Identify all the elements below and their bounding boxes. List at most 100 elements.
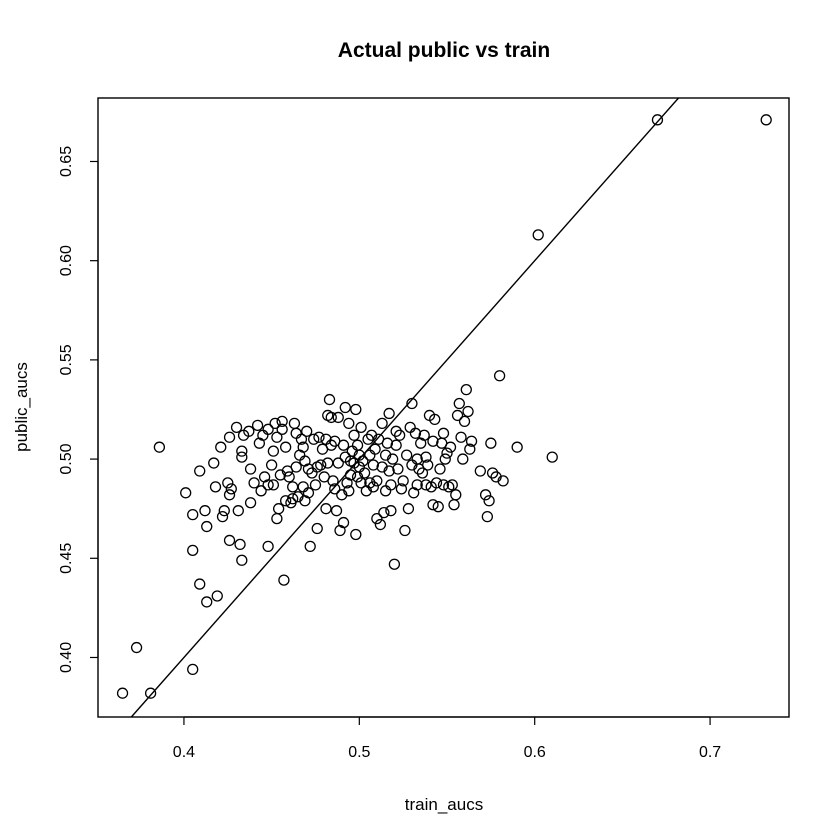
data-point xyxy=(485,437,497,449)
data-point xyxy=(272,503,285,515)
data-point xyxy=(332,411,344,424)
data-point xyxy=(267,479,280,491)
data-point xyxy=(385,505,397,517)
data-point xyxy=(208,457,220,469)
data-point xyxy=(430,477,443,489)
data-point xyxy=(144,687,157,699)
data-point xyxy=(201,596,213,608)
data-point xyxy=(271,512,283,525)
data-point xyxy=(302,487,315,499)
data-point xyxy=(320,503,332,515)
data-point xyxy=(464,443,476,455)
data-point xyxy=(411,479,423,491)
data-point xyxy=(388,558,401,570)
data-point xyxy=(330,505,343,517)
y-axis: 0.40 0.45 0.50 0.55 0.60 0.65 xyxy=(58,146,99,673)
data-point xyxy=(453,397,465,410)
data-point xyxy=(236,451,248,463)
data-point xyxy=(404,421,416,433)
data-points xyxy=(116,114,772,699)
data-point xyxy=(301,425,313,437)
data-point xyxy=(180,487,192,499)
data-point xyxy=(262,540,274,553)
data-point xyxy=(244,497,257,509)
data-point xyxy=(462,405,474,418)
data-point xyxy=(358,467,371,479)
data-point xyxy=(325,411,337,424)
data-point xyxy=(416,467,429,479)
data-point xyxy=(223,431,236,443)
data-point xyxy=(450,489,462,501)
data-point xyxy=(439,453,451,465)
data-point xyxy=(483,495,495,507)
data-point xyxy=(369,443,381,455)
data-point xyxy=(225,483,237,495)
data-point xyxy=(344,469,357,481)
data-point xyxy=(511,441,523,453)
y-tick-label: 0.50 xyxy=(58,443,75,474)
data-point xyxy=(397,475,409,487)
data-point xyxy=(218,505,230,517)
data-point xyxy=(351,439,364,451)
data-point xyxy=(267,445,280,457)
x-tick-label: 0.7 xyxy=(699,744,721,761)
data-point xyxy=(322,457,334,469)
data-point xyxy=(187,508,199,521)
data-point xyxy=(295,433,308,445)
data-point xyxy=(532,229,544,241)
data-point xyxy=(315,459,327,471)
data-point xyxy=(311,522,323,535)
data-point xyxy=(390,425,402,437)
x-tick-label: 0.5 xyxy=(348,744,370,761)
data-point xyxy=(497,475,509,487)
x-axis-label: train_aucs xyxy=(405,795,483,814)
data-point xyxy=(427,499,439,511)
data-point xyxy=(269,417,281,430)
data-point xyxy=(444,441,457,453)
data-point xyxy=(392,463,404,475)
data-point xyxy=(409,427,422,439)
data-point xyxy=(243,425,255,437)
data-point xyxy=(332,457,344,469)
data-point xyxy=(230,421,243,433)
data-point xyxy=(153,441,166,453)
data-point xyxy=(278,574,290,586)
data-point xyxy=(339,401,351,414)
data-point xyxy=(420,451,432,463)
data-point xyxy=(367,459,379,471)
data-point xyxy=(236,445,248,457)
x-tick-label: 0.6 xyxy=(524,744,546,761)
data-point xyxy=(364,477,376,489)
y-tick-label: 0.40 xyxy=(58,642,75,673)
data-point xyxy=(297,481,309,493)
data-point xyxy=(402,503,415,515)
data-point xyxy=(262,423,274,435)
data-point xyxy=(232,505,244,517)
data-point xyxy=(493,370,506,382)
data-point xyxy=(130,641,143,654)
reference-line xyxy=(130,97,680,718)
x-axis: 0.4 0.5 0.6 0.7 xyxy=(173,716,721,761)
data-point xyxy=(546,451,558,463)
data-point xyxy=(337,516,350,529)
data-point xyxy=(343,417,355,430)
data-point xyxy=(420,479,432,491)
data-point xyxy=(223,489,236,501)
data-point xyxy=(234,538,246,551)
data-point xyxy=(302,463,315,475)
data-point xyxy=(448,499,460,511)
data-point xyxy=(350,528,362,541)
data-point xyxy=(385,479,397,491)
data-point xyxy=(429,413,441,426)
data-point xyxy=(427,435,439,447)
data-point xyxy=(355,477,367,489)
data-point xyxy=(283,471,295,483)
data-point xyxy=(223,534,236,547)
data-point xyxy=(287,481,299,493)
data-point xyxy=(451,409,464,422)
data-point xyxy=(215,441,227,453)
data-point xyxy=(446,479,458,491)
data-point xyxy=(386,453,399,465)
data-point xyxy=(432,501,444,513)
